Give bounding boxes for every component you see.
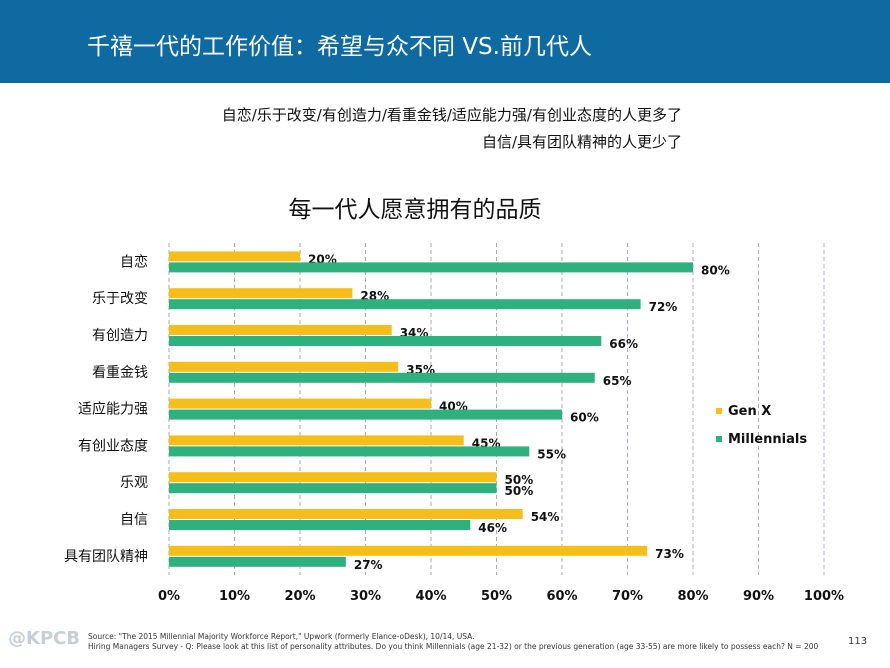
bar-genx [169,435,464,446]
x-tick-label: 10% [219,589,250,604]
x-tick-label: 70% [612,589,643,604]
x-tick-label: 0% [158,589,180,604]
data-label: 66% [609,337,638,351]
bar-millennials [169,556,346,567]
bar-millennials [169,520,471,530]
data-label: 55% [537,447,566,461]
x-tick-label: 60% [546,589,577,604]
legend-swatch [716,436,722,442]
category-label: 有创业态度 [78,438,148,454]
bar-genx [169,472,497,483]
subtitle-less: 自信/具有团队精神的人更少了 [481,133,682,151]
source-note: Source: "The 2015 Millennial Majority Wo… [88,632,818,652]
data-label: 27% [354,558,383,572]
data-label: 72% [649,300,678,314]
source-line: Source: "The 2015 Millennial Majority Wo… [88,632,475,641]
category-label: 具有团队精神 [64,549,148,565]
bar-genx [169,251,300,262]
data-label: 73% [655,547,684,561]
bar-genx [169,325,392,335]
bar-genx [169,361,399,372]
legend-label: Gen X [728,404,771,419]
kpcb-logo: @KPCB [8,628,81,649]
data-label: 50% [505,484,534,498]
x-tick-label: 30% [350,589,381,604]
page-number: 113 [848,636,868,647]
x-tick-label: 50% [481,589,512,604]
subtitle-more: 自恋/乐于改变/有创造力/看重金钱/适应能力强/有创业态度的人更多了 [221,106,682,124]
bar-millennials [169,262,693,273]
bar-genx [169,398,431,409]
bar-millennials [169,336,602,346]
category-label: 自恋 [120,253,148,270]
category-label: 有创造力 [92,328,148,344]
legend-label: Millennials [728,432,807,447]
x-tick-label: 80% [677,589,708,604]
x-tick-label: 100% [804,589,844,604]
x-tick-label: 40% [415,589,446,604]
x-tick-label: 90% [743,589,774,604]
data-label: 65% [603,374,632,388]
legend-swatch [716,408,722,414]
bar-genx [169,545,648,556]
category-label: 乐于改变 [92,291,148,307]
slide-title: 千禧一代的工作价值：希望与众不同 VS.前几代人 [87,34,592,60]
category-label: 自信 [120,512,148,528]
bar-genx [169,288,353,299]
header-band: 千禧一代的工作价值：希望与众不同 VS.前几代人 [0,0,890,83]
bar-millennials [169,299,641,310]
category-label: 乐观 [120,475,148,491]
category-label: 适应能力强 [78,401,148,418]
bar-millennials [169,372,595,383]
bar-millennials [169,409,562,420]
data-label: 46% [478,521,507,535]
survey-line: Hiring Managers Survey - Q: Please look … [88,642,819,651]
data-label: 80% [701,263,730,277]
bar-genx [169,509,523,519]
data-label: 54% [531,510,560,524]
chart-title: 每一代人愿意拥有的品质 [288,197,542,223]
data-label: 60% [570,411,599,425]
bar-millennials [169,446,530,457]
category-label: 看重金钱 [92,365,148,381]
data-label: 50% [505,473,534,487]
bar-millennials [169,483,497,494]
x-tick-label: 20% [284,589,315,604]
